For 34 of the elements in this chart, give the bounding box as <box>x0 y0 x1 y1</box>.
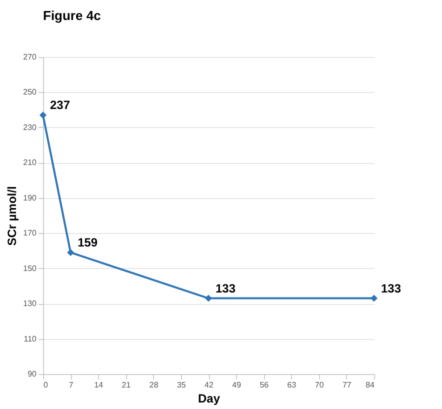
x-tick-label: 70 <box>314 380 324 390</box>
data-label: 237 <box>50 98 70 112</box>
x-tick-label: 42 <box>204 380 214 390</box>
y-tick-label: 250 <box>23 88 38 97</box>
x-axis-title: Day <box>198 392 220 406</box>
y-tick-label: 230 <box>23 122 38 132</box>
y-tick-label: 190 <box>23 193 38 202</box>
x-tick-label: 35 <box>176 380 186 390</box>
y-tick-label: 150 <box>23 264 38 273</box>
y-tick-label: 110 <box>24 334 38 344</box>
x-tick-label: 21 <box>122 380 132 390</box>
y-tick-label: 90 <box>28 370 38 378</box>
x-tick-label: 49 <box>232 380 242 390</box>
y-tick-label: 210 <box>23 158 38 168</box>
x-tick-label: 84 <box>366 380 376 390</box>
point <box>67 248 74 256</box>
data-label: 133 <box>381 281 402 296</box>
x-tick-label: 63 <box>287 380 297 390</box>
y-axis-title: SCr µmol/l <box>5 186 20 246</box>
chart-title: Figure 4c <box>43 8 101 23</box>
y-tick-label: 130 <box>23 299 38 308</box>
data-label: 133 <box>216 281 236 296</box>
point <box>204 294 212 302</box>
x-tick-label: 77 <box>342 380 352 390</box>
y-tick-label: 170 <box>23 228 38 238</box>
x-tick-label: 56 <box>260 380 270 390</box>
point <box>370 294 378 302</box>
x-tick-label: 7 <box>68 380 74 390</box>
x-tick-label: 14 <box>94 380 104 390</box>
y-tick-label: 270 <box>23 52 38 62</box>
x-tick-label: 0 <box>44 380 48 390</box>
point <box>39 112 47 119</box>
x-tick-label: 28 <box>149 380 159 390</box>
data-label: 159 <box>78 235 98 250</box>
